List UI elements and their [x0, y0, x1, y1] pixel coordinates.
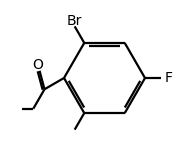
Text: F: F [165, 71, 172, 85]
Text: O: O [32, 58, 43, 72]
Text: Br: Br [67, 14, 82, 28]
